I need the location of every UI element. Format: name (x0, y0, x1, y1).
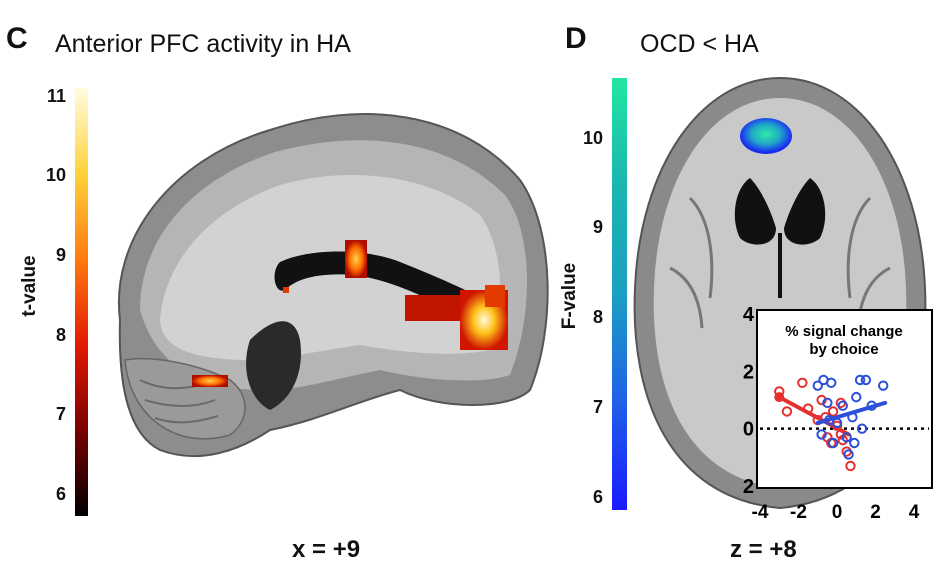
regression-line (777, 395, 851, 437)
scatter-point (816, 429, 827, 440)
brain-silhouette (117, 113, 549, 458)
colorbar-c-tick: 9 (55, 245, 66, 265)
scatter-point (826, 377, 837, 389)
x-tick-label: 2 (870, 502, 881, 523)
x-tick-label: -4 (752, 502, 769, 523)
y-tick-label: -2 (742, 476, 754, 498)
regression-endpoint (774, 392, 785, 403)
scatter-point (841, 432, 852, 443)
x-tick-label: -2 (790, 502, 807, 523)
panel-c-title: Anterior PFC activity in HA (55, 30, 351, 58)
colorbar-t-value (75, 88, 88, 516)
chart-marks (774, 374, 889, 472)
x-tick-label: 4 (909, 502, 920, 523)
colorbar-c-tick: 7 (55, 404, 66, 424)
colorbar-d-tick: 7 (592, 397, 603, 417)
scatter-point (878, 380, 889, 391)
colorbar-d-label: F-value (559, 262, 580, 330)
x-tick-label: 0 (832, 502, 843, 523)
y-tick-label: 0 (743, 419, 754, 441)
colorbar-d-tick: 9 (592, 217, 603, 237)
scatter-point (843, 449, 854, 460)
sagittal-brain-image (117, 113, 549, 458)
scatter-point (827, 406, 839, 417)
y-tick-label: 4 (743, 304, 755, 326)
scatter-point (837, 400, 848, 411)
scatter-point (845, 460, 856, 472)
scatter-point (781, 406, 793, 417)
scatter-point (849, 437, 860, 449)
colorbar-c-tick: 10 (45, 165, 66, 185)
scatter-point (854, 374, 866, 386)
colorbar-d-tick: 6 (592, 487, 603, 507)
activation-cluster (740, 118, 792, 154)
axes: 4 2 0 -2 -4 -2 0 2 4 (742, 304, 929, 523)
scatter-point (851, 391, 862, 403)
panel-d-coordinate: z = +8 (730, 536, 797, 563)
colorbar-f-value (612, 78, 627, 510)
panel-c-coordinate: x = +9 (292, 536, 361, 563)
colorbar-c-tick: 11 (46, 86, 66, 106)
scatter-point (816, 394, 827, 406)
panel-d-title: OCD < HA (640, 30, 759, 58)
colorbar-c-label: t-value (19, 255, 40, 317)
scatter-point (856, 423, 868, 434)
scatter-point (797, 377, 808, 389)
panel-c-letter: C (6, 22, 28, 55)
scatter-point (860, 374, 872, 386)
colorbar-c-tick: 6 (55, 484, 66, 504)
colorbar-c-tick: 8 (55, 325, 66, 345)
colorbar-d-tick: 10 (582, 128, 603, 148)
scatter-point (822, 397, 833, 409)
panel-d-letter: D (565, 22, 587, 55)
scatter-point (827, 437, 839, 449)
scatter-point (812, 380, 823, 391)
colorbar-d-tick: 8 (592, 307, 603, 327)
regression-line (815, 400, 888, 425)
activation-clusters (192, 240, 508, 387)
chart-title: % signal change by choice (785, 323, 903, 358)
y-tick-label: 2 (743, 361, 754, 383)
